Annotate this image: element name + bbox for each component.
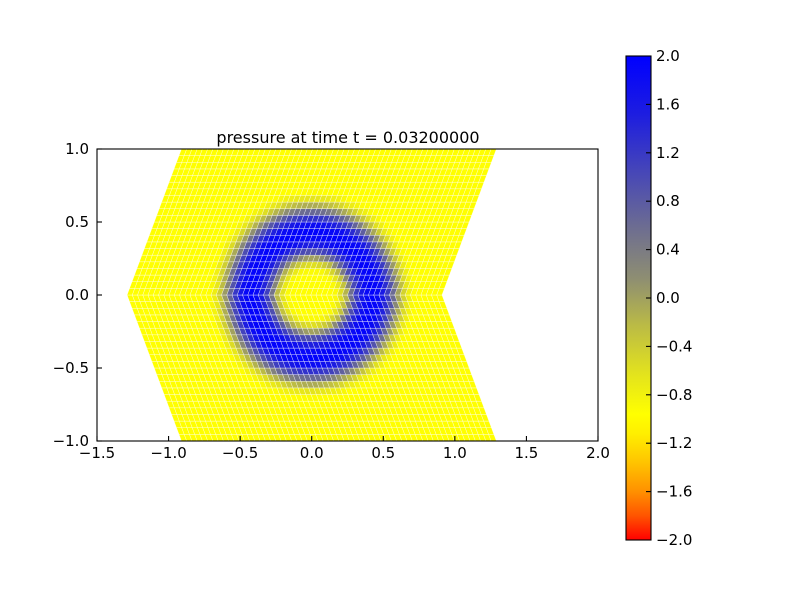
x-tick-label: 0.5 [371, 444, 395, 462]
colorbar-tick-label: 0.4 [656, 241, 680, 259]
page-title: pressure at time t = 0.03200000 [216, 128, 479, 147]
y-tick-label: −0.5 [53, 359, 89, 377]
x-tick-label: −0.5 [222, 444, 258, 462]
x-tick-label: −1.0 [150, 444, 186, 462]
colorbar-tick-label: 1.6 [656, 95, 680, 113]
x-tick-marks [96, 436, 599, 441]
colorbar-tick-label: −1.2 [656, 434, 692, 452]
colorbar-tick-label: 0.8 [656, 192, 680, 210]
colorbar-tick-label: −0.4 [656, 337, 692, 355]
y-tick-label: −1.0 [53, 432, 89, 450]
y-tick-label: 0.5 [65, 213, 89, 231]
x-tick-label: 2.0 [586, 444, 610, 462]
x-tick-label: 1.0 [443, 444, 467, 462]
colorbar-tick-label: 0.0 [656, 289, 680, 307]
x-tick-label: 1.5 [514, 444, 538, 462]
colorbar-tick-label: 2.0 [656, 47, 680, 65]
y-tick-marks [97, 148, 102, 442]
colorbar-tick-marks [646, 103, 651, 493]
colorbar[interactable]: 2.0 1.6 1.2 0.8 0.4 0.0 −0.4 −0.8 −1.2 −1.6 −2.0 [625, 47, 692, 549]
colorbar-tick-label: −2.0 [656, 531, 692, 549]
x-tick-label: 0.0 [300, 444, 324, 462]
y-tick-labels: −1.0 −0.5 0.0 0.5 1.0 [53, 140, 89, 450]
colorbar-tick-label: −1.6 [656, 483, 692, 501]
mesh-cell [488, 149, 497, 156]
pcolormesh-data [126, 149, 497, 441]
y-tick-label: 0.0 [65, 286, 89, 304]
colorbar-tick-label: 1.2 [656, 144, 680, 162]
colorbar-tick-labels: 2.0 1.6 1.2 0.8 0.4 0.0 −0.4 −0.8 −1.2 −1.6 −2.0 [656, 47, 692, 549]
x-tick-labels: −1.5 −1.0 −0.5 0.0 0.5 1.0 1.5 2.0 [79, 444, 610, 462]
y-tick-label: 1.0 [65, 140, 89, 158]
colorbar-tick-label: −0.8 [656, 386, 692, 404]
main-axes: −1.5 −1.0 −0.5 0.0 0.5 1.0 1.5 2.0 −1.0−0.50.00… [53, 128, 610, 462]
x-tick-label: −1.5 [79, 444, 115, 462]
